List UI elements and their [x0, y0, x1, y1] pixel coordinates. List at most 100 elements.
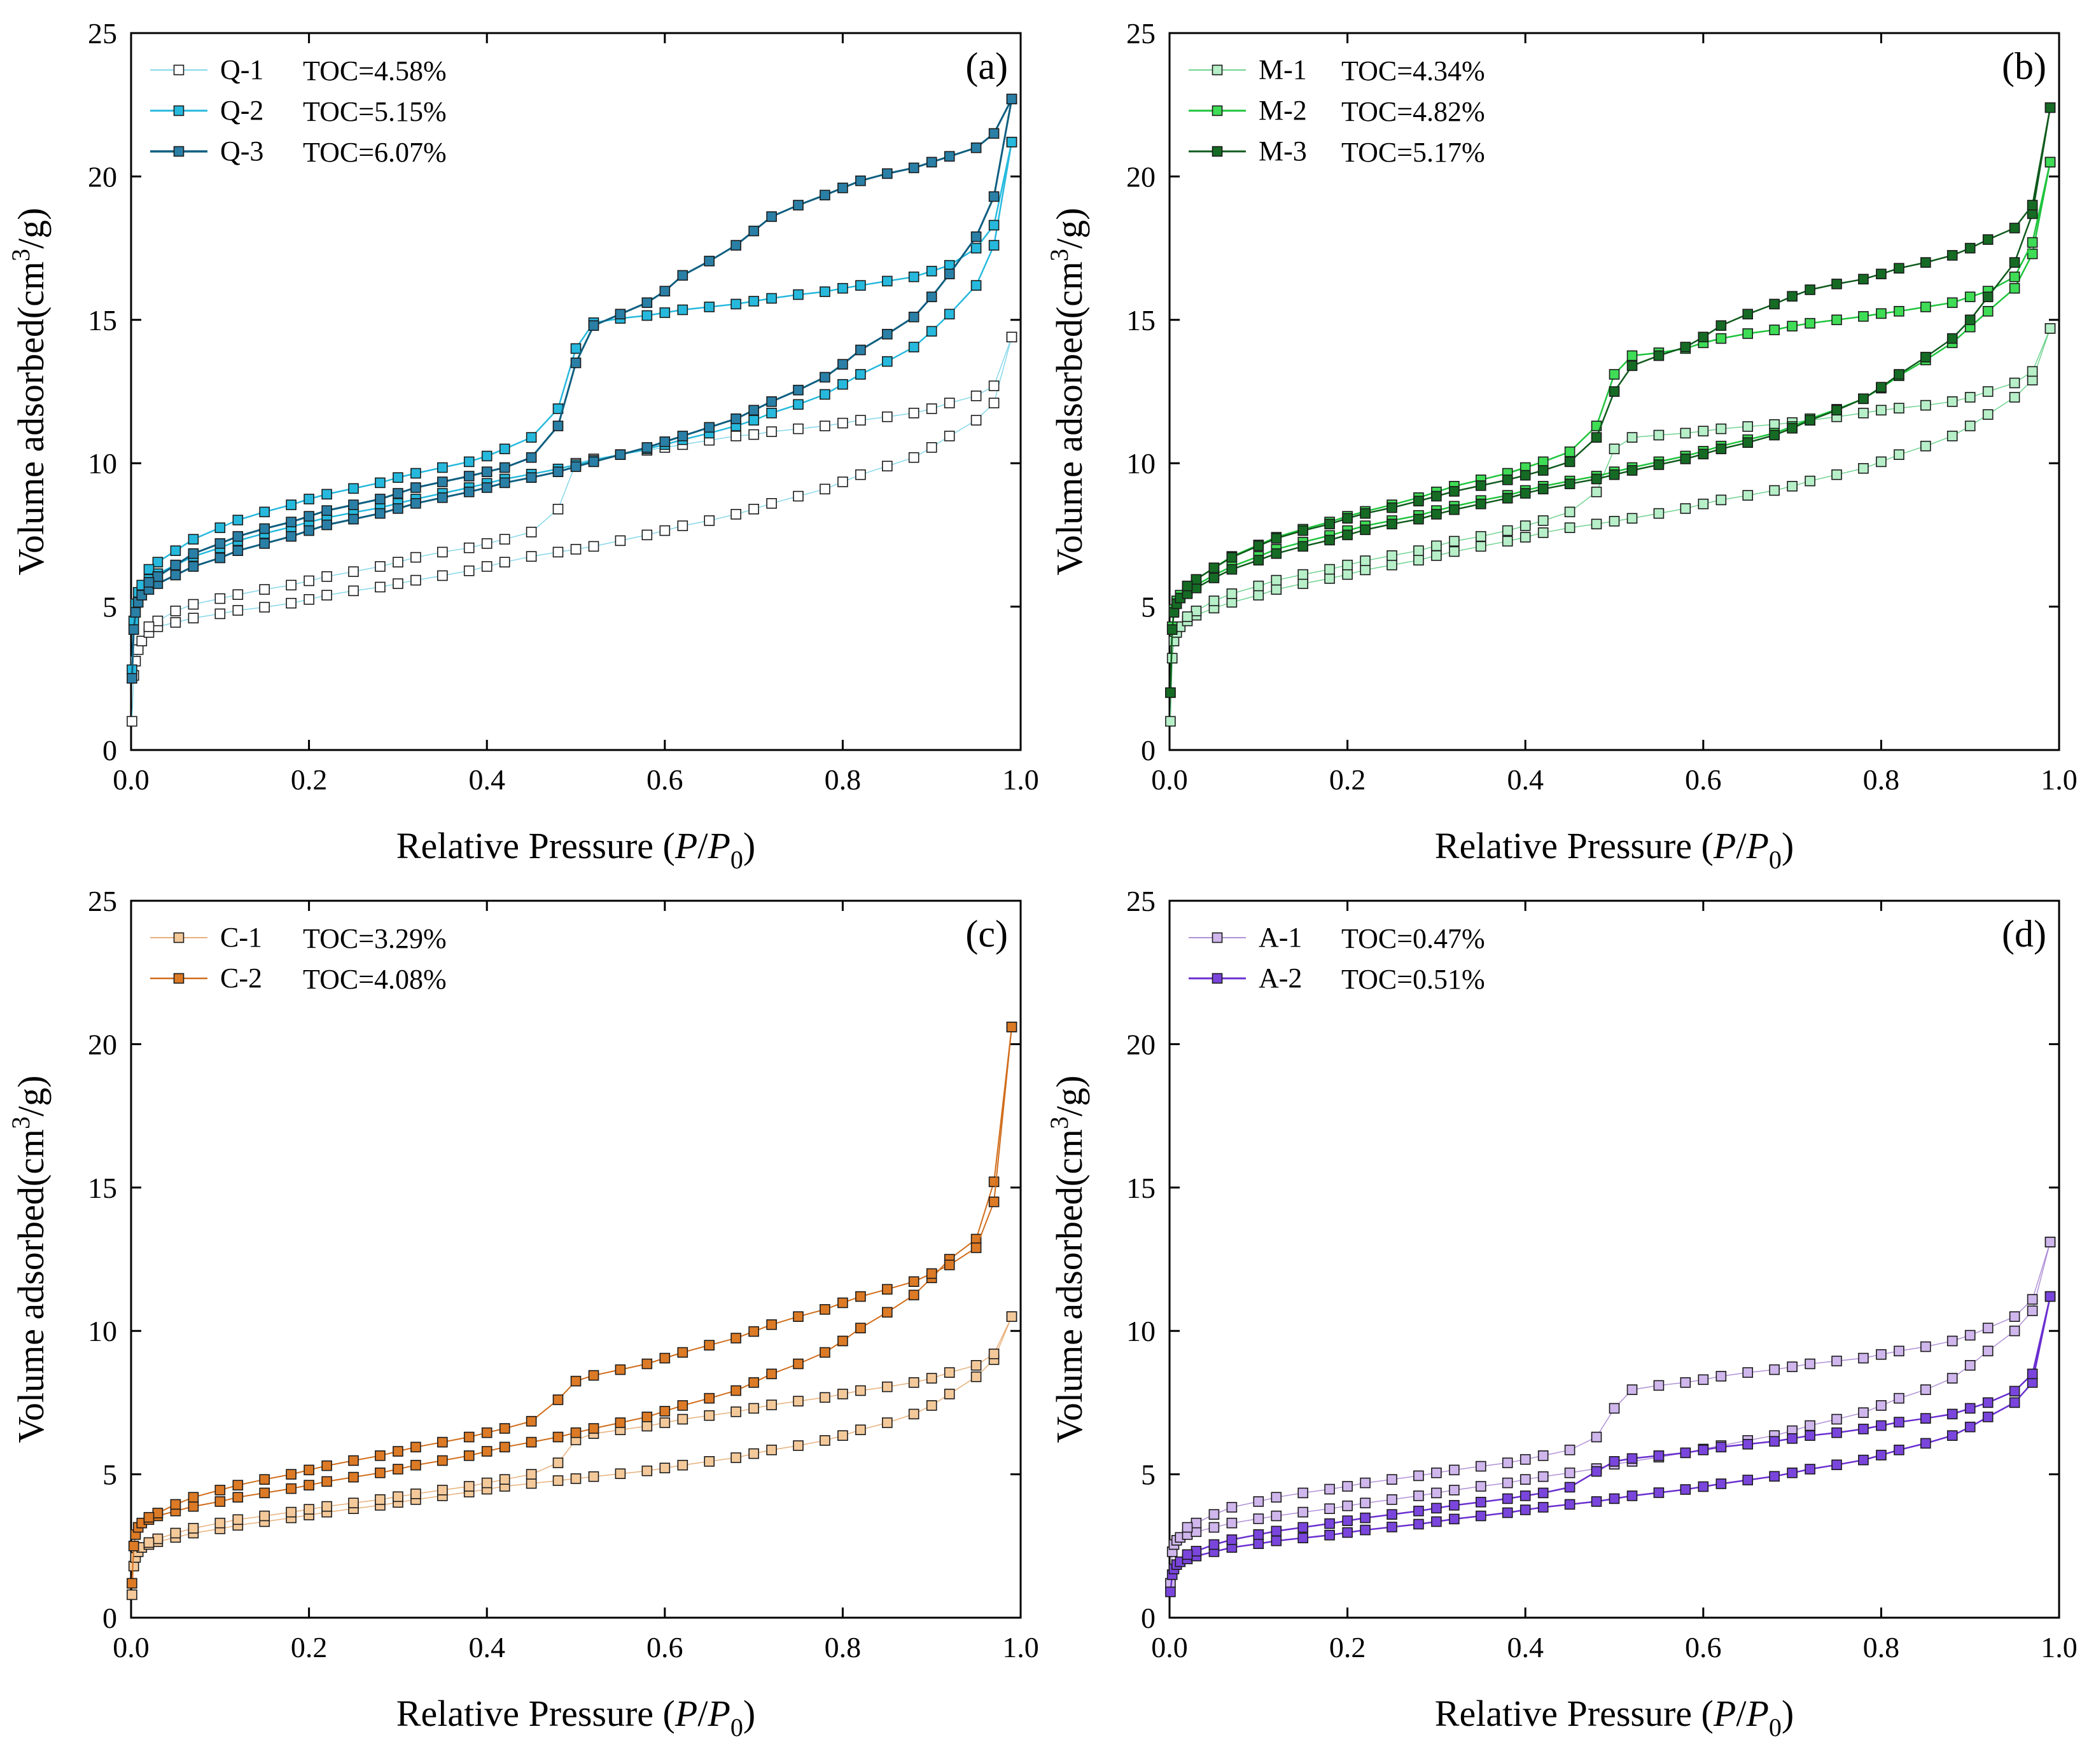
desorption-point [730, 240, 741, 251]
adsorption-point [1742, 490, 1753, 501]
adsorption-point [615, 1468, 626, 1479]
y-tick-label: 15 [88, 304, 117, 337]
desorption-point [1653, 429, 1665, 441]
desorption-point [882, 1284, 893, 1295]
adsorption-point [304, 525, 314, 536]
desorption-point [766, 211, 777, 222]
adsorption-point [214, 552, 226, 564]
desorption-point [1271, 574, 1282, 586]
adsorption-point [1520, 532, 1531, 543]
adsorption-point [1537, 483, 1549, 495]
adsorption-point [410, 497, 421, 509]
desorption-point [1894, 1345, 1904, 1357]
desorption-point [286, 1469, 297, 1480]
desorption-point [410, 468, 421, 479]
adsorption-point [1476, 498, 1486, 510]
adsorption-point [570, 1473, 582, 1484]
adsorption-point [659, 525, 671, 536]
desorption-point [1626, 1453, 1638, 1464]
desorption-point [1360, 508, 1371, 519]
desorption-point [908, 271, 919, 282]
x-tick-label: 0.0 [113, 1631, 150, 1663]
adsorption-point [1165, 1587, 1176, 1597]
adsorption-point [481, 482, 493, 493]
desorption-point [1502, 474, 1513, 485]
desorption-point [1520, 469, 1531, 481]
desorption-point [926, 403, 937, 414]
desorption-point [1787, 1433, 1798, 1444]
adsorption-point [837, 359, 848, 370]
adsorption-point [855, 1424, 866, 1435]
adsorption-point [766, 497, 777, 509]
desorption-point [214, 593, 226, 604]
desorption-point [1226, 1502, 1238, 1513]
adsorption-point [820, 372, 830, 383]
adsorption-point [1342, 529, 1353, 541]
adsorption-point [1537, 1502, 1549, 1513]
adsorption-point [1787, 480, 1798, 492]
y-axis-title-text: Volume adsorbed(cm [1049, 261, 1090, 575]
adsorption-point [926, 1400, 937, 1411]
desorption-point [1431, 1468, 1442, 1478]
desorption-point [1964, 291, 1976, 303]
adsorption-point [944, 1389, 955, 1399]
x-tick-label: 0.6 [1685, 1631, 1722, 1663]
adsorption-point [1653, 1487, 1665, 1498]
adsorption-point [1876, 1450, 1887, 1461]
panel-label: (d) [2002, 913, 2046, 955]
desorption-point [988, 380, 1000, 391]
adsorption-line [131, 337, 1012, 721]
adsorption-point [463, 1450, 475, 1461]
desorption-point [1964, 392, 1976, 403]
desorption-point [375, 1450, 386, 1461]
adsorption-line [131, 142, 1013, 670]
desorption-point [259, 1474, 270, 1485]
desorption-point [820, 420, 830, 431]
adsorption-point [1431, 1516, 1442, 1527]
desorption-point [393, 1446, 403, 1457]
desorption-point [1698, 1374, 1709, 1386]
desorption-point [1894, 263, 1904, 274]
x-axis-title-subscript: 0 [730, 1713, 743, 1742]
y-axis-title-superscript: 3 [1045, 1116, 1073, 1129]
adsorption-point [855, 344, 866, 356]
desorption-point [1564, 456, 1575, 468]
desorption-point [1520, 520, 1531, 531]
adsorption-point [1413, 513, 1424, 525]
desorption-point [1413, 496, 1424, 507]
desorption-point [170, 545, 181, 557]
desorption-point [375, 494, 386, 504]
desorption-point [641, 1358, 653, 1370]
adsorption-point [1769, 485, 1780, 496]
adsorption-point [730, 509, 741, 520]
adsorption-point [127, 1589, 137, 1601]
desorption-point [1876, 405, 1887, 416]
adsorption-point [348, 585, 359, 597]
desorption-point [1297, 1522, 1308, 1533]
x-tick-label: 0.4 [1507, 763, 1544, 796]
y-tick-label: 20 [1126, 1028, 1156, 1060]
desorption-point [1831, 1427, 1842, 1438]
adsorption-point [1431, 509, 1442, 520]
desorption-point [1769, 324, 1780, 335]
adsorption-point [1191, 1526, 1202, 1538]
adsorption-point [1831, 1413, 1842, 1425]
desorption-point [170, 1499, 181, 1510]
adsorption-point [1449, 1513, 1460, 1525]
y-axis-title: Volume adsorbed(cm3/g) [6, 1076, 52, 1443]
adsorption-point [1297, 1532, 1308, 1543]
desorption-point [1449, 1500, 1460, 1511]
adsorption-point [127, 1578, 137, 1589]
adsorption-line [130, 99, 1013, 679]
adsorption-point [1476, 541, 1486, 552]
x-tick-label: 0.4 [1507, 1631, 1544, 1663]
desorption-point [1253, 1529, 1264, 1540]
desorption-point [481, 1427, 493, 1438]
desorption-point [837, 1389, 848, 1399]
desorption-point [1946, 1408, 1958, 1420]
desorption-point [730, 1406, 741, 1417]
desorption-point [1805, 284, 1815, 295]
adsorption-point [1502, 1477, 1513, 1489]
desorption-point [837, 183, 848, 193]
desorption-point [988, 1349, 1000, 1359]
